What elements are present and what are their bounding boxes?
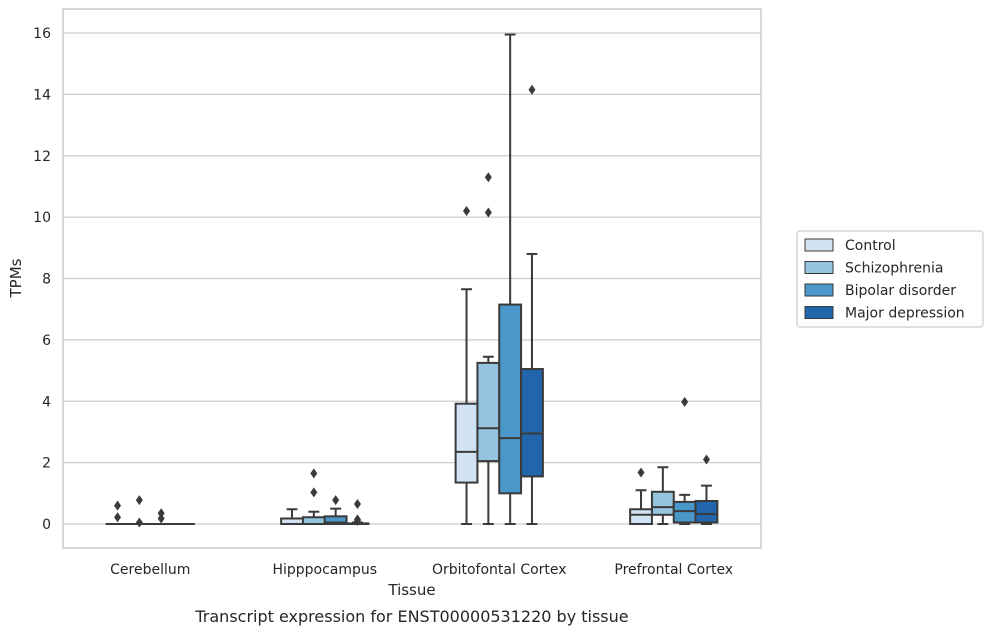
y-tick-label: 0 [42, 517, 51, 533]
x-tick-labels: Cerebellum Hipppocampus Orbitofontal Corte… [110, 562, 733, 578]
outlier-point [157, 508, 165, 519]
box-1-2 [323, 495, 348, 525]
legend-label: Control [845, 238, 896, 254]
outlier-point [332, 495, 340, 506]
box-plot-area [105, 33, 719, 528]
box-2-2 [498, 33, 523, 525]
box-iqr [520, 368, 544, 478]
box-2-0 [454, 205, 479, 525]
box-3-0 [629, 467, 653, 525]
outlier-point [310, 487, 318, 498]
y-tick-label: 2 [42, 456, 51, 472]
box-iqr [650, 490, 675, 516]
y-tick-label: 12 [33, 149, 51, 165]
outlier-point [135, 495, 143, 506]
outlier-point [702, 454, 710, 465]
legend-swatch [804, 238, 834, 252]
y-tick-label: 16 [33, 26, 51, 42]
y-axis-label: TPMs [7, 258, 25, 298]
legend: Control Schizophrenia Bipolar disorder Majo… [796, 230, 984, 328]
x-tick-label: Cerebellum [110, 562, 190, 578]
y-tick-label: 4 [42, 394, 51, 410]
outlier-point [114, 512, 122, 523]
box-3-1 [650, 466, 675, 525]
box-1-3 [345, 499, 370, 526]
outlier-point [353, 499, 361, 510]
legend-swatch [804, 283, 834, 297]
y-tick-label: 14 [33, 87, 51, 103]
box-iqr [498, 303, 523, 495]
outlier-point [463, 205, 471, 216]
box-1-1 [301, 468, 326, 526]
y-tick-label: 10 [33, 210, 51, 226]
box-iqr [672, 500, 697, 524]
x-tick-label: Prefrontal Cortex [614, 562, 733, 578]
outlier-point [310, 468, 318, 479]
legend-label: Bipolar disorder [845, 283, 956, 299]
outlier-point [528, 84, 536, 95]
y-tick-label: 6 [42, 333, 51, 349]
box-0-2 [149, 508, 174, 526]
outlier-point [637, 467, 645, 478]
box-iqr [476, 361, 501, 463]
box-iqr [454, 402, 479, 484]
outlier-point [484, 207, 492, 218]
legend-label: Schizophrenia [845, 261, 943, 277]
legend-swatch [804, 306, 834, 319]
x-tick-label: Orbitofontal Cortex [432, 562, 567, 578]
box-0-0 [105, 500, 130, 526]
outlier-point [353, 515, 361, 526]
legend-swatch [804, 261, 834, 274]
y-tick-labels: 0 2 4 6 8 10 12 14 16 [33, 26, 51, 533]
box-2-1 [476, 172, 501, 525]
outlier-point [484, 172, 492, 183]
box-iqr [629, 508, 653, 525]
box-3-3 [694, 454, 719, 525]
box-1-0 [280, 508, 304, 526]
box-3-2 [672, 396, 697, 525]
box-iqr [694, 499, 719, 524]
x-tick-label: Hipppocampus [272, 562, 377, 578]
outlier-point [114, 500, 122, 511]
outlier-point [157, 513, 165, 524]
box-0-1 [127, 495, 152, 528]
outlier-point [135, 517, 143, 528]
y-tick-label: 8 [42, 272, 51, 288]
x-axis-label: Tissue [387, 581, 435, 599]
plot-frame [62, 8, 762, 549]
box-2-3 [520, 84, 544, 525]
chart-caption: Transcript expression for ENST0000053122… [194, 607, 628, 626]
box-iqr [323, 515, 348, 525]
legend-frame [796, 230, 984, 328]
box-iqr [301, 516, 326, 526]
legend-label: Major depression [845, 306, 965, 322]
gridlines [63, 32, 761, 525]
outlier-point [681, 396, 689, 407]
